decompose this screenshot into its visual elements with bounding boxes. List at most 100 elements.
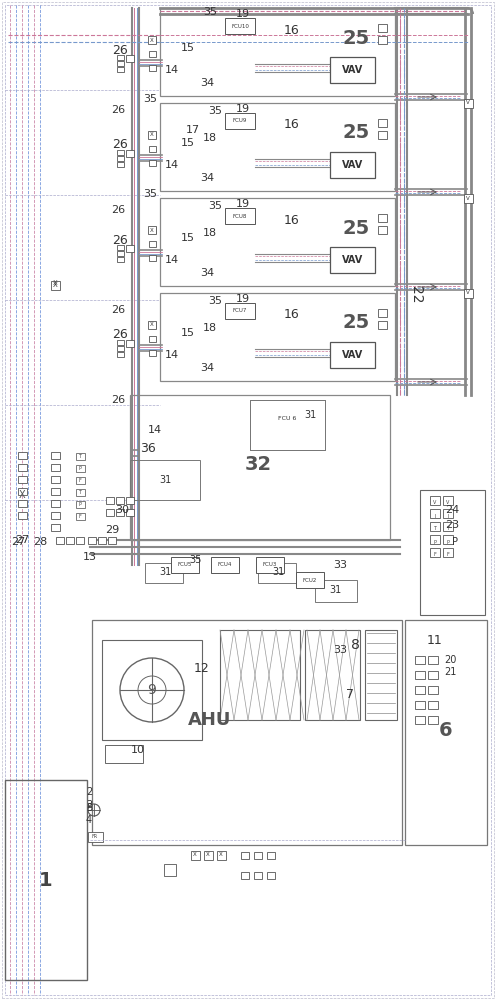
Bar (148, 37, 156, 43)
Bar (254, 871, 262, 879)
Text: 7: 7 (346, 688, 354, 702)
Text: 27: 27 (15, 535, 29, 545)
Text: 26: 26 (112, 328, 128, 342)
Bar (377, 36, 386, 44)
Text: 23: 23 (445, 520, 459, 530)
Bar (430, 548, 440, 556)
Bar (148, 255, 156, 261)
Text: X: X (150, 132, 154, 137)
Bar (75, 452, 84, 460)
Bar (377, 321, 386, 329)
Text: 36: 36 (140, 442, 156, 454)
Text: 28: 28 (33, 537, 47, 547)
Bar (164, 864, 176, 876)
Text: 35: 35 (208, 201, 222, 211)
Bar (258, 563, 296, 583)
Text: 31: 31 (159, 567, 171, 577)
Bar (117, 340, 124, 344)
Text: X: X (193, 852, 197, 857)
Bar (148, 321, 156, 329)
Bar (267, 871, 275, 879)
Bar (148, 36, 156, 44)
Bar (117, 149, 124, 154)
Bar (296, 572, 324, 588)
Bar (148, 146, 156, 152)
Bar (250, 400, 325, 450)
Text: 14: 14 (165, 160, 179, 170)
Bar (66, 536, 74, 544)
Text: 34: 34 (200, 363, 214, 373)
Text: VAV: VAV (342, 350, 363, 360)
Bar (117, 250, 124, 255)
Text: 27: 27 (11, 537, 25, 547)
Bar (117, 155, 124, 160)
Bar (330, 247, 375, 273)
Bar (415, 656, 425, 664)
Bar (148, 131, 156, 139)
Bar (330, 152, 375, 178)
Text: VAV: VAV (342, 65, 363, 75)
Text: 35: 35 (143, 94, 157, 104)
Bar (160, 198, 395, 286)
Bar (148, 51, 156, 57)
Bar (51, 488, 60, 494)
Bar (116, 508, 124, 516)
Text: 31: 31 (304, 410, 316, 420)
Bar (420, 490, 485, 615)
Text: 26: 26 (111, 105, 125, 115)
Text: 31: 31 (159, 475, 171, 485)
Text: 14: 14 (148, 425, 162, 435)
Text: T: T (78, 489, 81, 494)
Text: 16: 16 (284, 308, 300, 322)
Bar (56, 536, 64, 544)
Text: AHU: AHU (188, 711, 232, 729)
Text: 15: 15 (181, 328, 195, 338)
Bar (105, 745, 143, 763)
Bar (126, 340, 134, 347)
Bar (116, 496, 124, 504)
Text: 19: 19 (236, 104, 250, 114)
Text: 19: 19 (236, 199, 250, 209)
Bar (88, 832, 103, 842)
Bar (330, 57, 375, 83)
Bar (241, 871, 249, 879)
Text: 9: 9 (148, 683, 156, 697)
Text: X: X (206, 852, 210, 857)
Bar (148, 241, 156, 247)
Text: 14: 14 (165, 350, 179, 360)
Bar (117, 352, 124, 357)
Text: 16: 16 (284, 23, 300, 36)
Text: P: P (446, 540, 449, 544)
Text: 24: 24 (445, 505, 459, 515)
Bar (51, 464, 60, 471)
Bar (75, 500, 84, 508)
Text: T: T (434, 526, 436, 532)
Text: FCU4: FCU4 (218, 562, 232, 568)
Bar (51, 524, 60, 530)
Bar (430, 522, 440, 530)
Text: P: P (78, 502, 81, 506)
Text: 26: 26 (111, 205, 125, 215)
Bar (377, 309, 386, 317)
Bar (117, 161, 124, 166)
Text: 3: 3 (86, 800, 92, 810)
Text: 25: 25 (342, 123, 370, 142)
Bar (430, 495, 440, 504)
Bar (377, 131, 386, 139)
Bar (102, 640, 202, 740)
Bar (148, 160, 156, 166)
Text: 15: 15 (181, 138, 195, 148)
Bar (377, 119, 386, 127)
Text: 29: 29 (105, 525, 119, 535)
Bar (126, 54, 134, 62)
Bar (430, 534, 440, 544)
Bar (430, 508, 440, 518)
Text: 14: 14 (165, 65, 179, 75)
Bar (130, 395, 390, 540)
Text: 5: 5 (86, 803, 92, 813)
Bar (117, 244, 124, 249)
Text: 35: 35 (143, 189, 157, 199)
Bar (117, 54, 124, 60)
Bar (108, 536, 116, 544)
Bar (148, 322, 156, 328)
